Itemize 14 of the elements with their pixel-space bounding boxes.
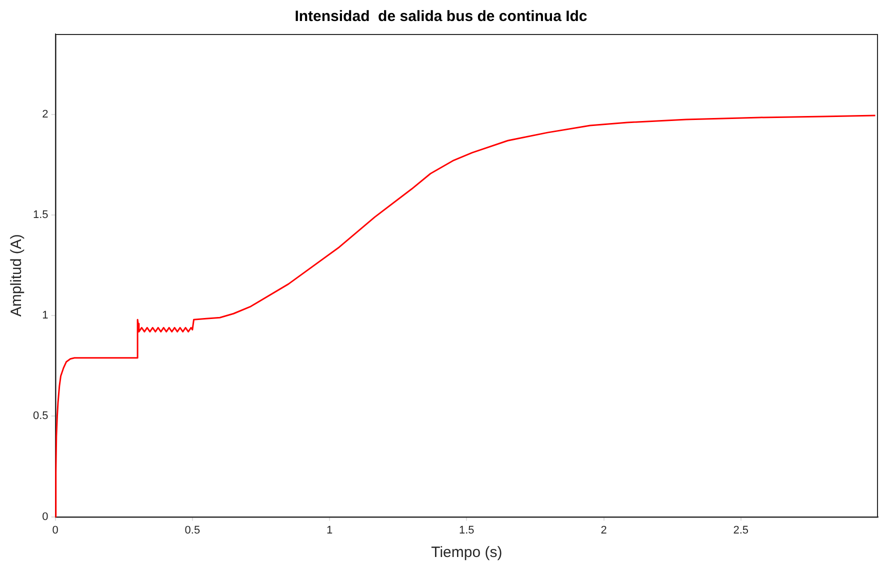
- x-tick-label: 1: [326, 524, 333, 536]
- x-tick-label: 0: [52, 524, 58, 536]
- y-tick-label: 0: [42, 510, 48, 523]
- y-tick-label: 0.5: [32, 410, 48, 422]
- x-tick-label: 2: [600, 524, 607, 536]
- y-axis-title: Amplitud (A): [8, 234, 26, 317]
- x-axis-title: Tiempo (s): [431, 544, 502, 562]
- y-tick-label: 2: [42, 108, 48, 120]
- chart-title: Intensidad de salida bus de continua Idc: [294, 8, 588, 26]
- x-tick-label: 1.5: [458, 524, 474, 536]
- y-tick-label: 1.5: [32, 209, 48, 222]
- x-tick-label: 0.5: [184, 524, 200, 536]
- y-tick-label: 1: [42, 310, 48, 322]
- x-tick-label: 2.5: [733, 524, 749, 536]
